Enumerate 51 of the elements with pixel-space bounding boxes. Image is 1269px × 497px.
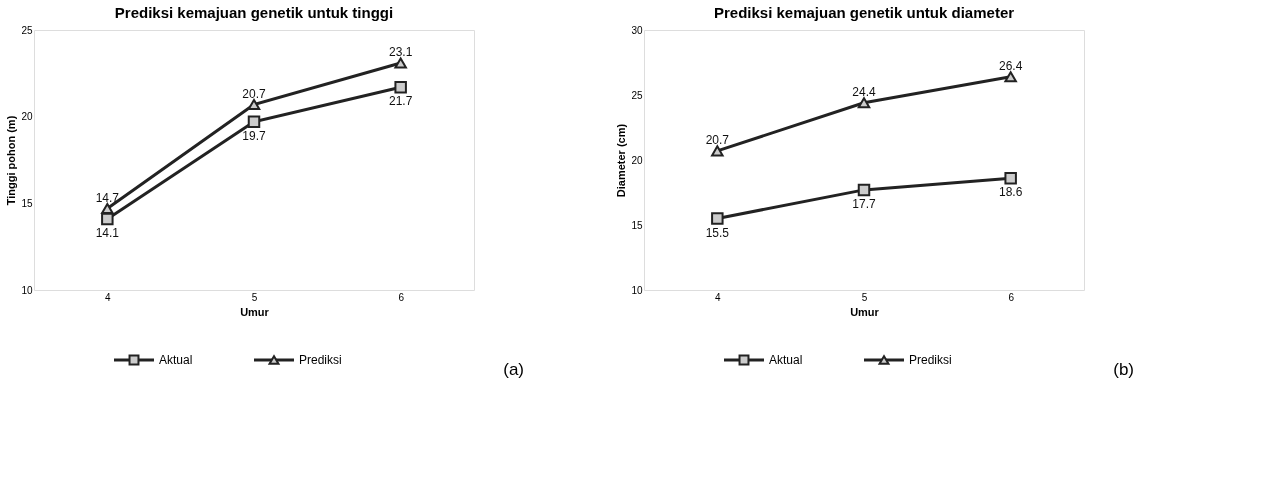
point	[857, 97, 871, 109]
legend-label: Aktual	[769, 353, 803, 367]
y-tick-label: 25	[21, 24, 33, 36]
text: (b)	[1113, 360, 1134, 379]
y-tick-label: 10	[21, 284, 33, 296]
chart-title: Prediksi kemajuan genetik untuk tinggi	[114, 4, 394, 21]
point	[101, 202, 114, 215]
x-tick-label: 6	[398, 291, 405, 303]
legend-label: Prediksi	[299, 353, 342, 367]
y-tick-label: 25	[631, 89, 643, 101]
y-tick-label: 20	[631, 154, 643, 166]
x-tick-label: 4	[715, 291, 722, 303]
data-label: 23.1	[388, 44, 413, 59]
x-axis-title: Umur	[850, 305, 880, 318]
y-tick-label: 30	[631, 24, 643, 36]
data-label: 14.1	[95, 225, 120, 240]
legend-label: Aktual	[159, 353, 193, 367]
y-axis-title: Diameter (cm)	[615, 123, 628, 198]
legend-label: Prediksi	[909, 353, 952, 367]
point	[711, 212, 724, 225]
x-tick-label: 4	[105, 291, 112, 303]
y-tick-label: 20	[21, 111, 33, 123]
data-label: 21.7	[388, 94, 413, 109]
point	[101, 212, 114, 226]
point	[857, 183, 871, 197]
data-label: 14.7	[95, 190, 120, 205]
x-tick-label: 5	[251, 291, 258, 303]
data-label: 26.4	[998, 58, 1023, 73]
y-axis-title: Tinggi pohon (m)	[5, 115, 18, 206]
x-tick-label: 5	[861, 291, 868, 303]
chart-title: Prediksi kemajuan genetik untuk diameter	[713, 4, 1015, 21]
text: (a)	[503, 360, 524, 379]
y-tick-label: 15	[631, 219, 643, 231]
point	[247, 115, 261, 129]
data-label: 20.7	[705, 132, 730, 147]
data-label: 18.6	[998, 185, 1023, 200]
point	[394, 80, 407, 94]
point	[247, 98, 261, 111]
point	[711, 145, 724, 157]
data-label: 17.7	[852, 196, 876, 211]
y-tick-label: 15	[21, 197, 33, 209]
point	[1004, 71, 1017, 83]
data-label: 20.7	[242, 86, 266, 101]
data-label: 24.4	[852, 84, 876, 99]
point	[1004, 171, 1017, 185]
x-axis-title: Umur	[240, 305, 270, 318]
point	[394, 57, 407, 69]
data-label: 19.7	[242, 128, 266, 143]
data-label: 15.5	[705, 225, 730, 240]
x-tick-label: 6	[1008, 291, 1015, 303]
y-tick-label: 10	[631, 284, 643, 296]
